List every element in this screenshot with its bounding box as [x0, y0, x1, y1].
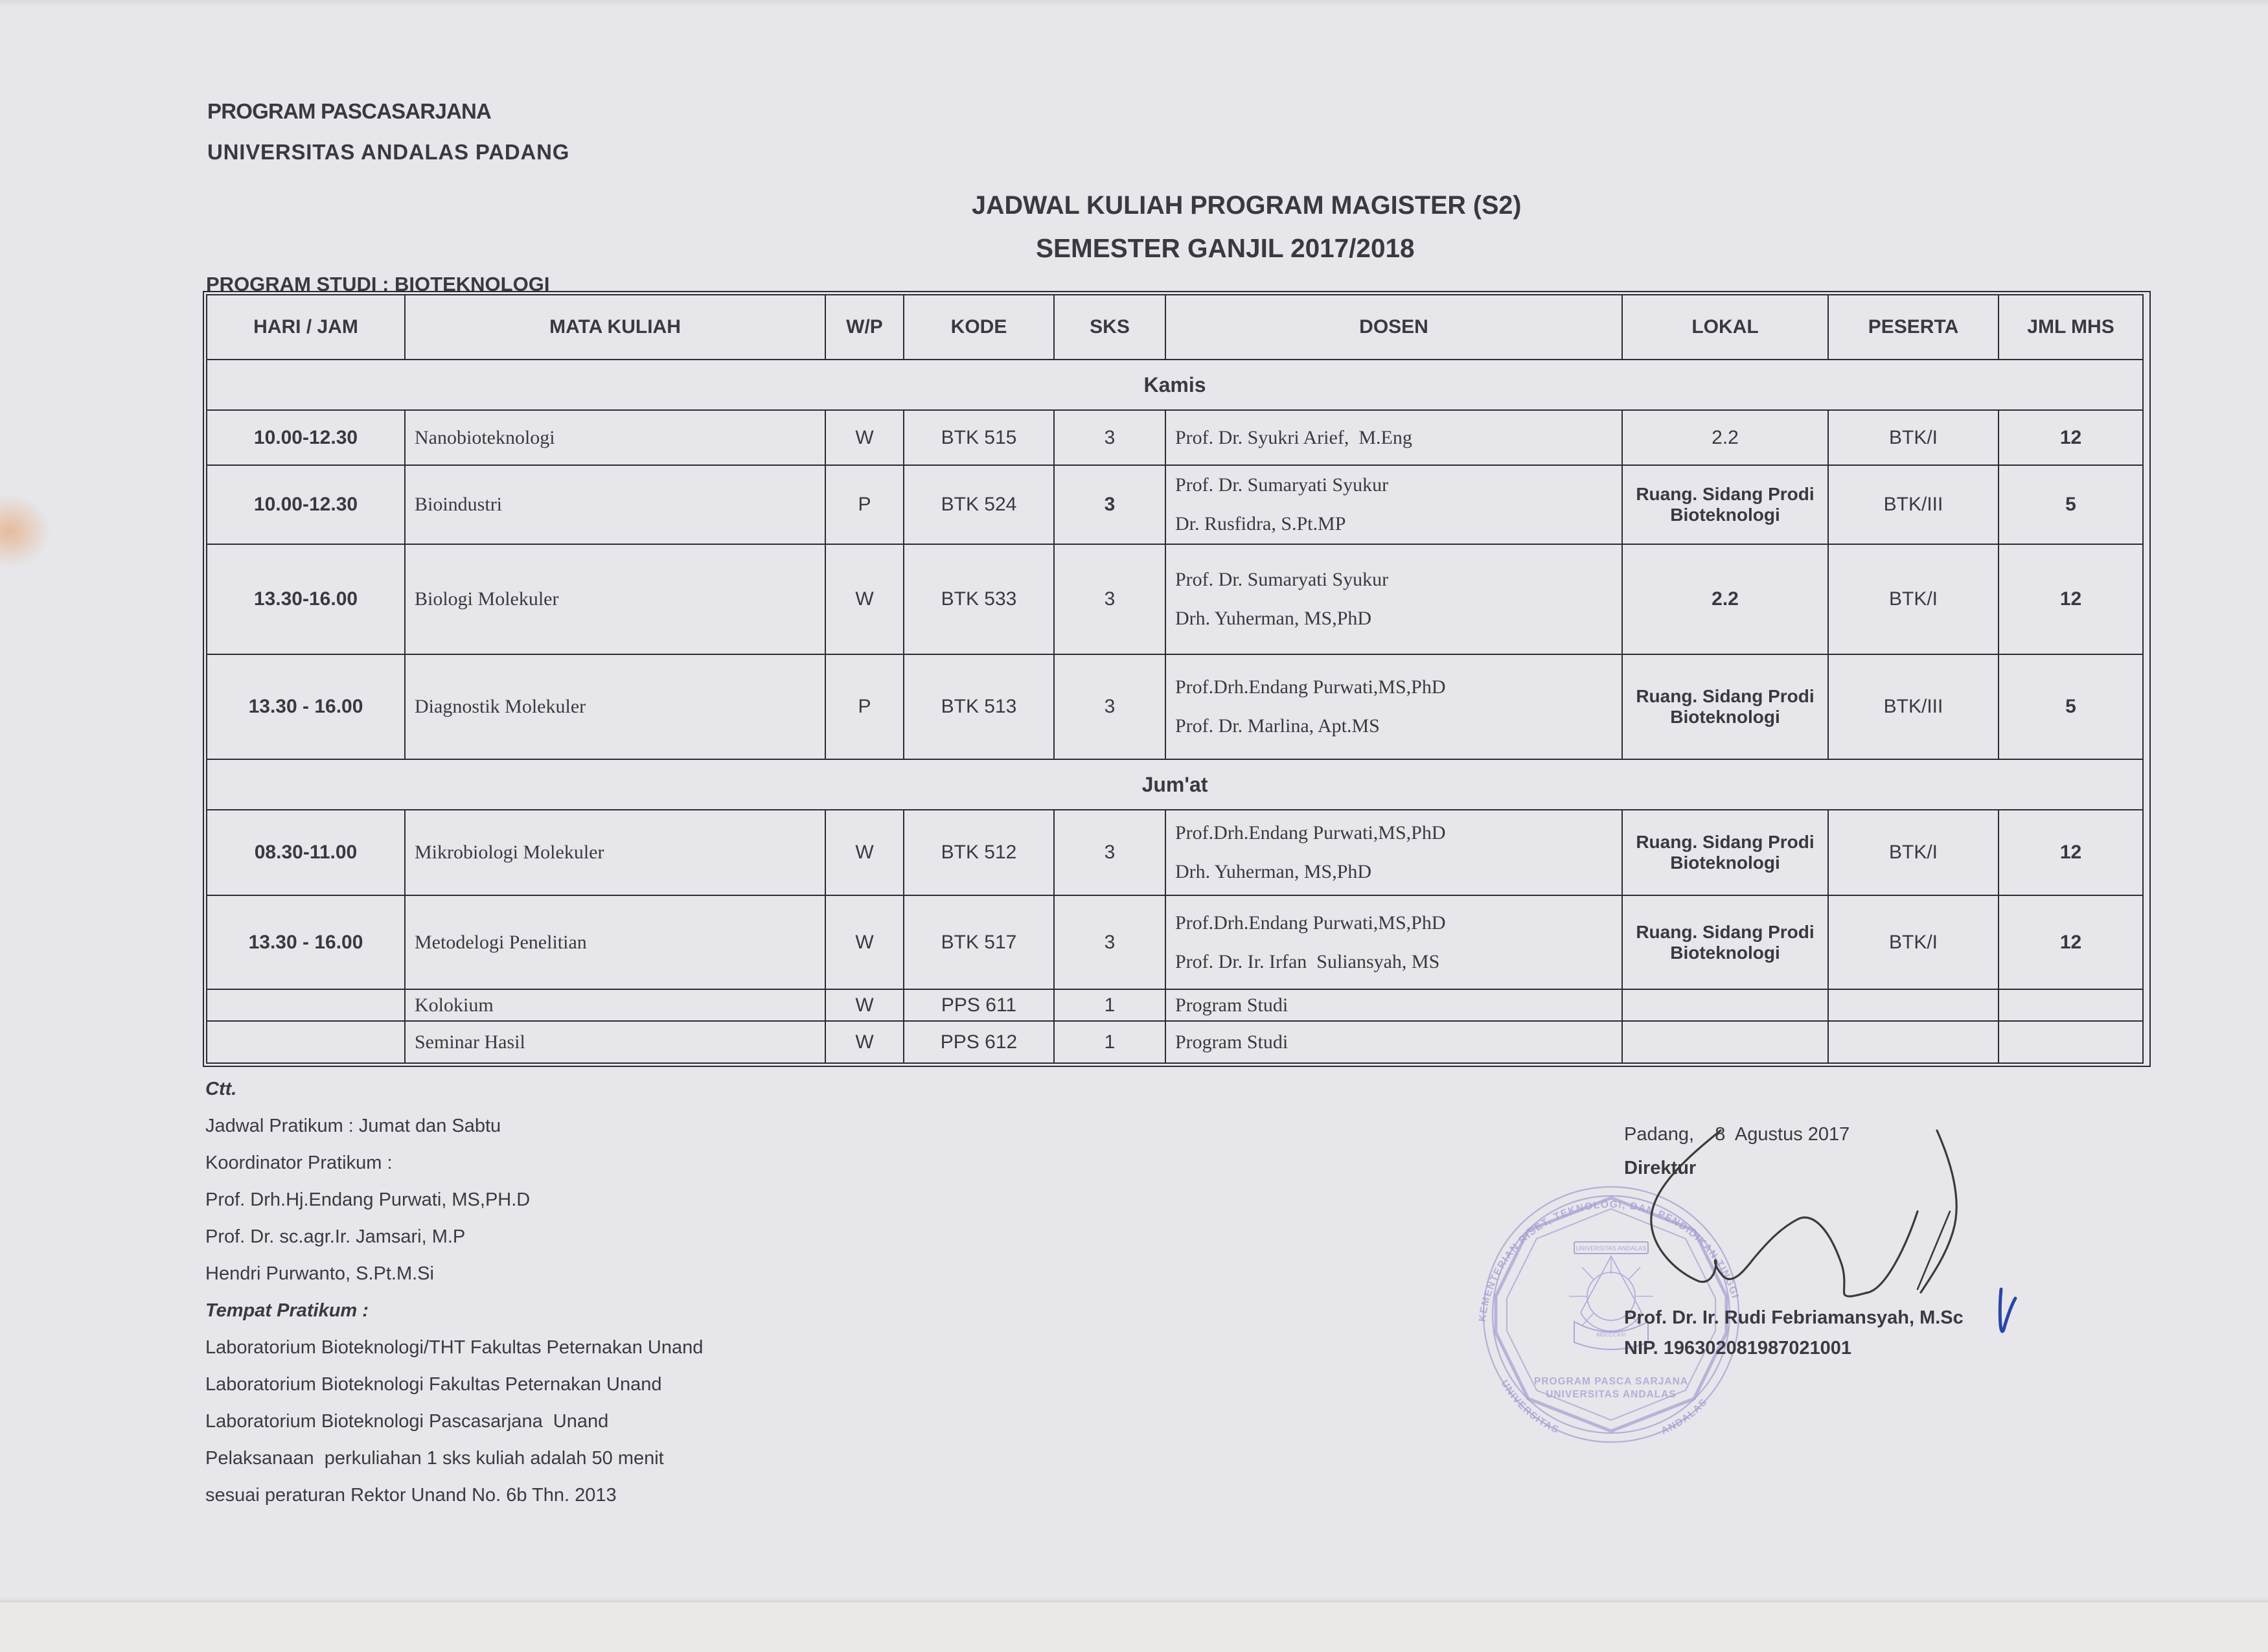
svg-text:PROGRAM PASCA SARJANA: PROGRAM PASCA SARJANA — [1534, 1376, 1688, 1387]
svg-text:UNIVERSITAS ANDALAS: UNIVERSITAS ANDALAS — [1575, 1245, 1646, 1252]
svg-text:UNIVERSITAS ANDALAS: UNIVERSITAS ANDALAS — [1546, 1389, 1677, 1400]
svg-text:MDCCCXXI: MDCCCXXI — [1596, 1331, 1625, 1338]
